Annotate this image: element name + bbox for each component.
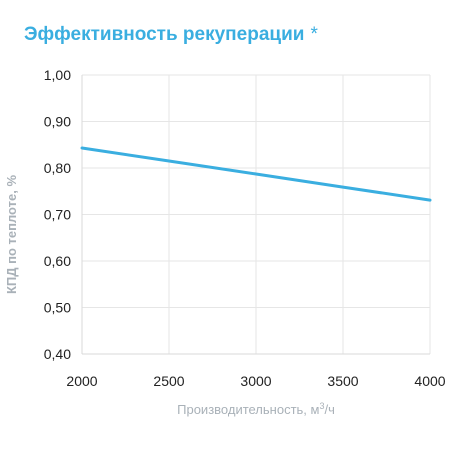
x-tick-label: 4000 <box>414 373 445 389</box>
axes <box>81 75 430 355</box>
y-tick-label: 0,40 <box>44 346 71 362</box>
series <box>80 146 432 202</box>
chart-title-text: Эффективность рекуперации <box>24 24 305 45</box>
title-asterisk: * <box>310 24 318 45</box>
series-line <box>80 146 432 202</box>
y-tick-label: 0,50 <box>44 300 71 316</box>
x-tick-label: 3000 <box>240 373 271 389</box>
y-tick-label: 0,60 <box>44 253 71 269</box>
x-tick-label: 2500 <box>153 373 184 389</box>
y-tick-label: 1,00 <box>44 67 71 83</box>
tick-labels: 0,40 0,50 0,60 0,70 0,80 0,90 1,00 2000 2500 3000… <box>44 67 446 389</box>
y-tick-label: 0,90 <box>44 114 71 130</box>
x-tick-label: 2000 <box>66 373 97 389</box>
x-tick-label: 3500 <box>327 373 358 389</box>
y-tick-label: 0,70 <box>44 207 71 223</box>
y-axis-label: КПД по теплоте, % <box>4 175 19 295</box>
grid <box>81 74 431 355</box>
y-tick-label: 0,80 <box>44 160 71 176</box>
x-axis-label: Производительность, м3/ч <box>177 401 335 417</box>
chart-title: Эффективность рекуперации * <box>24 24 318 46</box>
